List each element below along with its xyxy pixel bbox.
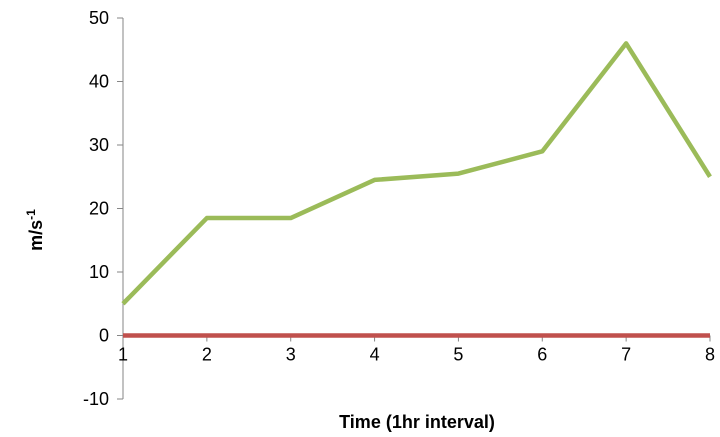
y-axis-title-superscript: -1: [24, 209, 38, 220]
x-tick-label: 4: [370, 345, 380, 365]
y-axis-title: m/s-1: [24, 209, 46, 251]
x-tick-label: 1: [118, 345, 128, 365]
y-tick-label: 0: [99, 326, 109, 346]
x-tick-label: 2: [202, 345, 212, 365]
x-tick-label: 5: [453, 345, 463, 365]
y-tick-label: 50: [89, 8, 109, 28]
x-tick-label: 8: [705, 345, 715, 365]
y-tick-label: 40: [89, 72, 109, 92]
y-tick-label: 30: [89, 135, 109, 155]
y-tick-label: 20: [89, 199, 109, 219]
y-axis-title-main: m/s: [26, 220, 46, 251]
series-line-1: [121, 41, 712, 306]
x-tick-label: 7: [621, 345, 631, 365]
series-lines: [121, 41, 712, 338]
y-tick-label: -10: [83, 389, 109, 409]
x-axis-title: Time (1hr interval): [339, 412, 495, 432]
y-tick-label: 10: [89, 262, 109, 282]
x-axis: 1 2 3 4 5 6 7 8: [118, 335, 715, 365]
y-axis: -10 0 10 20 30 40 50: [83, 8, 124, 409]
x-tick-label: 3: [286, 345, 296, 365]
x-tick-label: 6: [537, 345, 547, 365]
